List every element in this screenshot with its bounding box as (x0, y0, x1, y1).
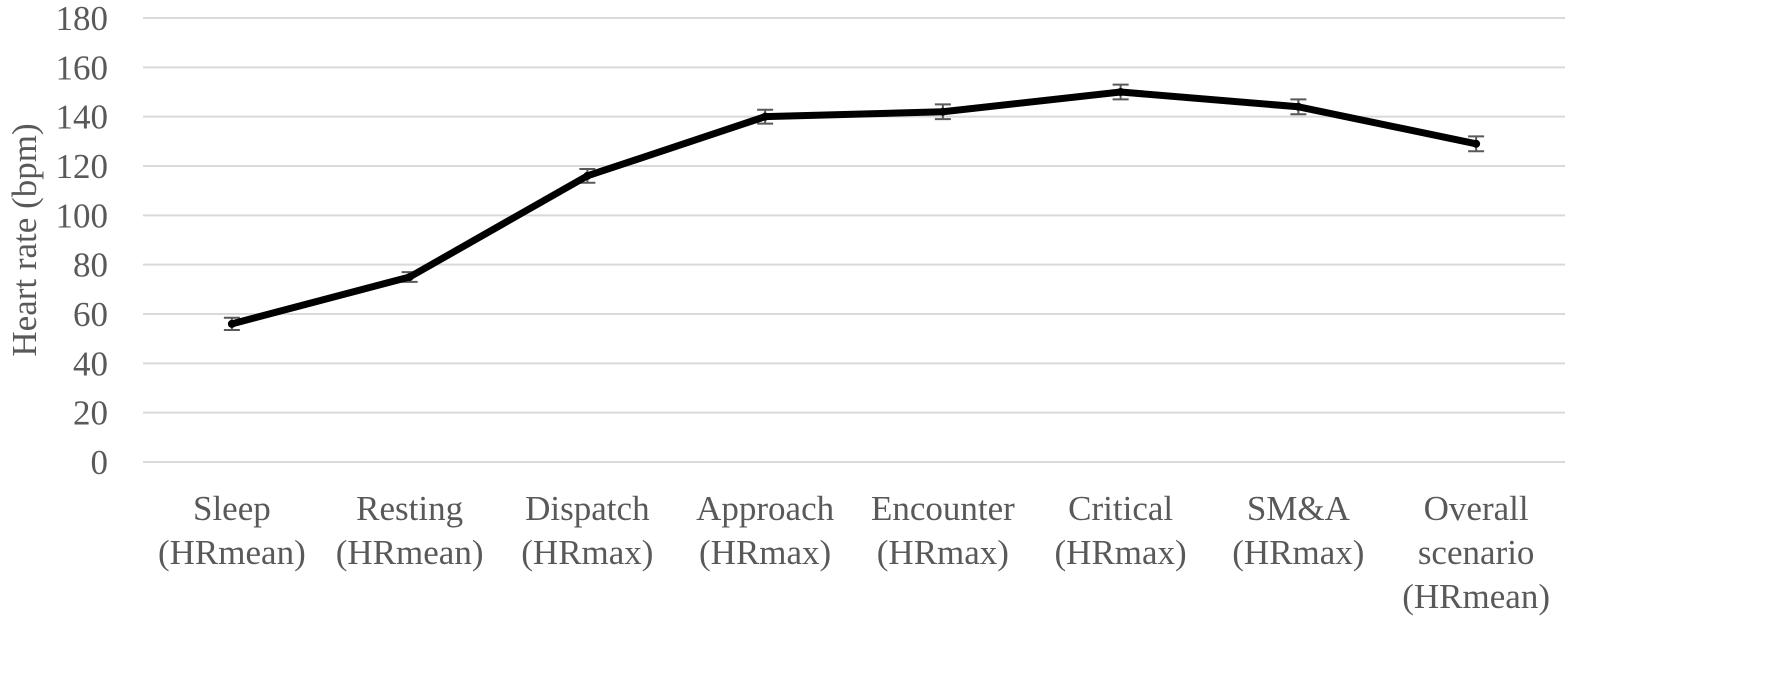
y-tick-label: 140 (56, 98, 109, 137)
data-point (938, 107, 947, 116)
y-tick-label: 20 (73, 394, 108, 433)
gridlines (143, 17, 1565, 463)
error-bars (223, 83, 1485, 332)
x-tick-label: Approach (HRmax) (696, 489, 835, 572)
x-tick-label: Encounter (HRmax) (871, 489, 1015, 572)
y-tick-label: 180 (56, 0, 109, 38)
data-point (1294, 102, 1303, 111)
data-point (1472, 139, 1481, 148)
data-point (761, 112, 770, 121)
x-tick-label: Dispatch (HRmax) (521, 489, 653, 572)
data-point (227, 319, 236, 328)
y-tick-label: 40 (73, 344, 108, 383)
series-line (228, 88, 1480, 328)
y-tick-label: 100 (56, 196, 109, 235)
x-axis-ticks: Sleep (HRmean) Resting (HRmean) Dispatch (HRm… (158, 489, 1550, 616)
y-tick-label: 80 (73, 246, 108, 285)
y-tick-label: 160 (56, 48, 109, 87)
x-tick-label: Resting (HRmean) (336, 489, 484, 572)
x-tick-label: Overall scenario (HRmean) (1402, 489, 1550, 616)
y-axis-title: Heart rate (bpm) (5, 123, 44, 356)
x-tick-label: Critical (HRmax) (1055, 489, 1187, 572)
series-line-layer (227, 88, 1481, 328)
data-point (1116, 88, 1125, 96)
y-tick-label: 120 (56, 147, 109, 186)
x-tick-label: SM&A (HRmax) (1232, 489, 1364, 572)
y-tick-label: 0 (91, 443, 109, 482)
data-point (405, 273, 414, 281)
x-tick-label: Sleep (HRmean) (158, 489, 306, 572)
data-point (583, 171, 592, 180)
y-tick-label: 60 (73, 295, 108, 334)
y-axis-ticks: 0 20 40 60 80 100 120 140 160 180 (56, 0, 109, 482)
